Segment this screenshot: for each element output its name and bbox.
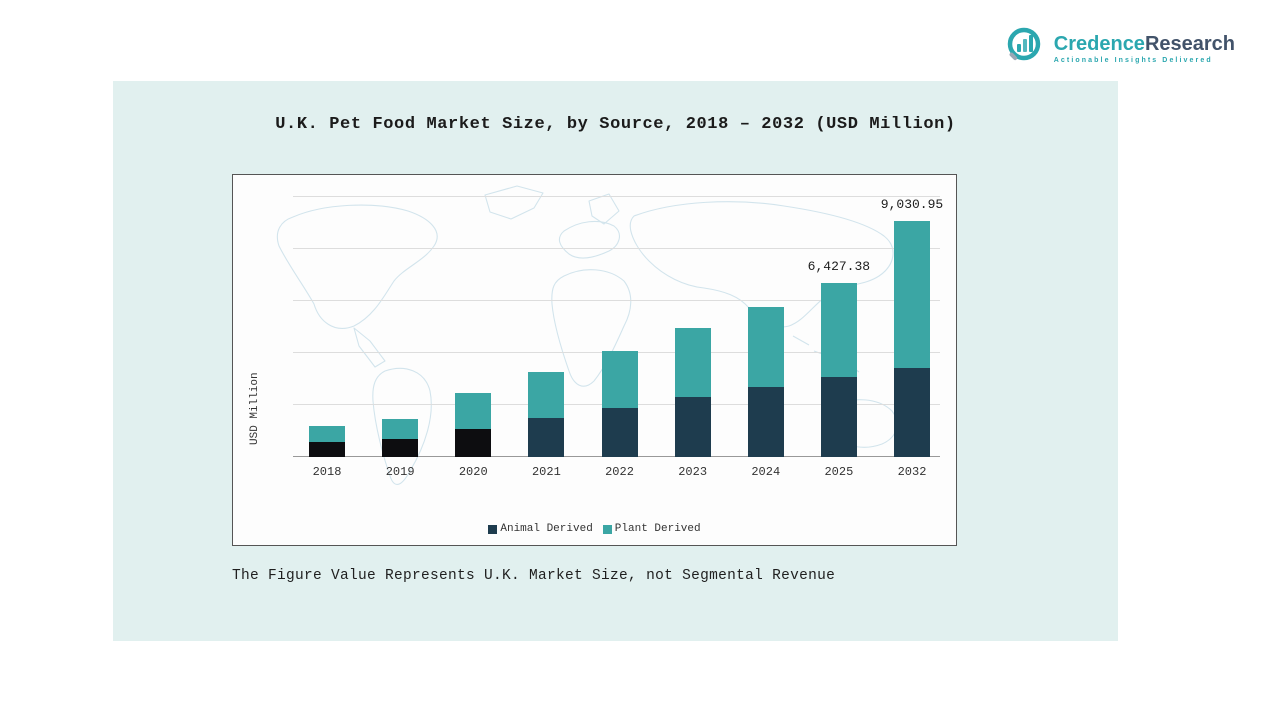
y-axis-label: USD Million xyxy=(249,372,261,445)
brand-name: CredenceResearch xyxy=(1054,34,1235,54)
legend: Animal Derived Plant Derived xyxy=(233,523,956,535)
bar-column-2019: 2019 xyxy=(382,197,419,479)
segment-animal-derived xyxy=(455,428,492,457)
x-tick-2025: 2025 xyxy=(824,465,854,479)
x-tick-2023: 2023 xyxy=(678,465,708,479)
segment-plant-derived xyxy=(894,221,930,369)
segment-animal-derived xyxy=(894,368,930,457)
bar-column-2032: 9,030.95 2032 xyxy=(881,197,943,479)
segment-plant-derived xyxy=(382,419,419,439)
bar-column-2020: 2020 xyxy=(455,197,492,479)
brand-logo: CredenceResearch Actionable Insights Del… xyxy=(1005,26,1235,71)
segment-plant-derived xyxy=(528,371,565,418)
chart-title: U.K. Pet Food Market Size, by Source, 20… xyxy=(275,115,956,134)
brand-text: CredenceResearch Actionable Insights Del… xyxy=(1054,34,1235,64)
x-tick-2020: 2020 xyxy=(458,465,488,479)
brand-word-credence: Credence xyxy=(1053,32,1145,55)
segment-animal-derived xyxy=(674,397,711,457)
chart-panel: U.K. Pet Food Market Size, by Source, 20… xyxy=(113,81,1118,641)
x-tick-2032: 2032 xyxy=(897,465,927,479)
bar-value-label: 6,427.38 xyxy=(807,258,871,274)
segment-animal-derived xyxy=(309,441,345,457)
chart-box: USD Million 2018 2019 2020 2021 2022 2023 2024… xyxy=(232,174,957,546)
bar-column-2022: 2022 xyxy=(601,197,638,479)
segment-plant-derived xyxy=(674,328,711,398)
legend-swatch xyxy=(488,524,498,534)
brand-word-research: Research xyxy=(1144,32,1235,55)
segment-plant-derived xyxy=(601,351,638,409)
brand-tagline: Actionable Insights Delivered xyxy=(1053,56,1213,64)
legend-label: Animal Derived xyxy=(500,523,593,535)
segment-animal-derived xyxy=(747,386,784,457)
segment-plant-derived xyxy=(455,393,492,429)
bar-value-label: 9,030.95 xyxy=(880,197,944,212)
gridline xyxy=(293,196,940,197)
x-tick-2018: 2018 xyxy=(312,465,342,479)
segment-animal-derived xyxy=(820,377,857,457)
legend-item-plant-derived: Plant Derived xyxy=(602,523,701,535)
bar-column-2023: 2023 xyxy=(674,197,711,479)
legend-swatch xyxy=(602,524,612,534)
bar-column-2025: 6,427.38 2025 xyxy=(808,197,870,479)
chart-footnote: The Figure Value Represents U.K. Market … xyxy=(232,568,836,584)
brand-chart-magnifier-icon xyxy=(1005,26,1045,71)
segment-animal-derived xyxy=(382,438,419,457)
segment-animal-derived xyxy=(601,408,638,457)
legend-item-animal-derived: Animal Derived xyxy=(488,523,593,535)
bar-column-2018: 2018 xyxy=(309,197,345,479)
segment-plant-derived xyxy=(309,425,345,442)
legend-label: Plant Derived xyxy=(614,523,701,535)
bar-column-2024: 2024 xyxy=(747,197,784,479)
x-tick-2022: 2022 xyxy=(605,465,634,479)
plot-area: 2018 2019 2020 2021 2022 2023 2024 6,427.38 2025… xyxy=(293,196,943,479)
bar-column-2021: 2021 xyxy=(528,197,565,479)
segment-animal-derived xyxy=(528,417,565,457)
gridline xyxy=(293,300,940,301)
segment-plant-derived xyxy=(820,282,857,378)
segment-plant-derived xyxy=(747,306,784,387)
gridline xyxy=(293,248,940,249)
x-tick-2021: 2021 xyxy=(531,465,561,479)
x-tick-2024: 2024 xyxy=(751,465,781,479)
x-tick-2019: 2019 xyxy=(385,465,415,479)
